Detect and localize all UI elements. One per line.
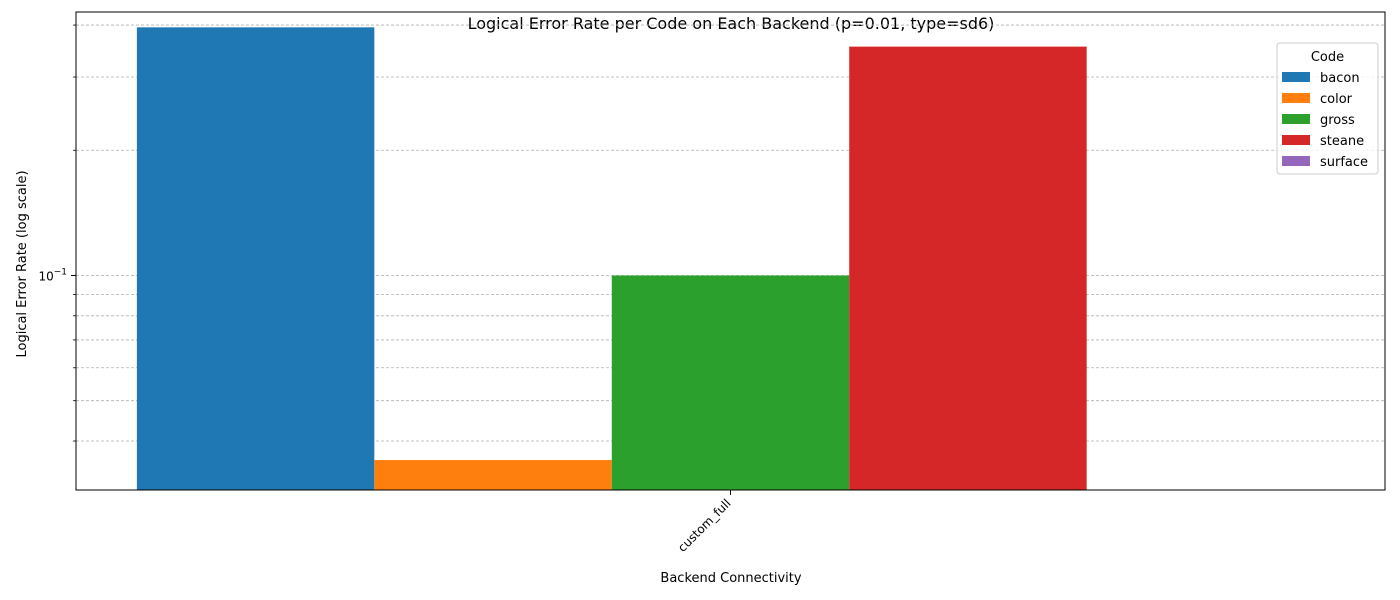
legend-label-gross: gross <box>1320 113 1355 128</box>
x-axis-ticks: custom_full <box>675 490 734 555</box>
x-tick-label: custom_full <box>675 496 733 554</box>
legend-swatch-bacon <box>1282 72 1310 82</box>
chart-title: Logical Error Rate per Code on Each Back… <box>468 14 995 33</box>
y-axis-ticks: 10−1 <box>38 24 76 442</box>
bar-color <box>374 460 612 490</box>
bars <box>136 27 1087 490</box>
bar-steane <box>849 46 1087 490</box>
legend: Code bacon color gross steane surface <box>1276 42 1379 175</box>
legend-label-steane: steane <box>1320 134 1364 149</box>
grid-lines <box>76 24 1385 442</box>
legend-swatch-steane <box>1282 135 1310 145</box>
legend-title: Code <box>1311 50 1344 65</box>
legend-label-color: color <box>1320 92 1353 107</box>
legend-label-bacon: bacon <box>1320 71 1360 86</box>
y-axis-label: Logical Error Rate (log scale) <box>15 170 30 357</box>
legend-swatch-gross <box>1282 114 1310 124</box>
legend-swatch-surface <box>1282 156 1310 166</box>
legend-swatch-color <box>1282 93 1310 103</box>
x-axis-label: Backend Connectivity <box>660 571 801 586</box>
bar-gross <box>611 275 850 490</box>
bar-bacon <box>136 27 375 490</box>
y-tick-label: 10−1 <box>38 267 67 283</box>
legend-label-surface: surface <box>1320 155 1368 170</box>
